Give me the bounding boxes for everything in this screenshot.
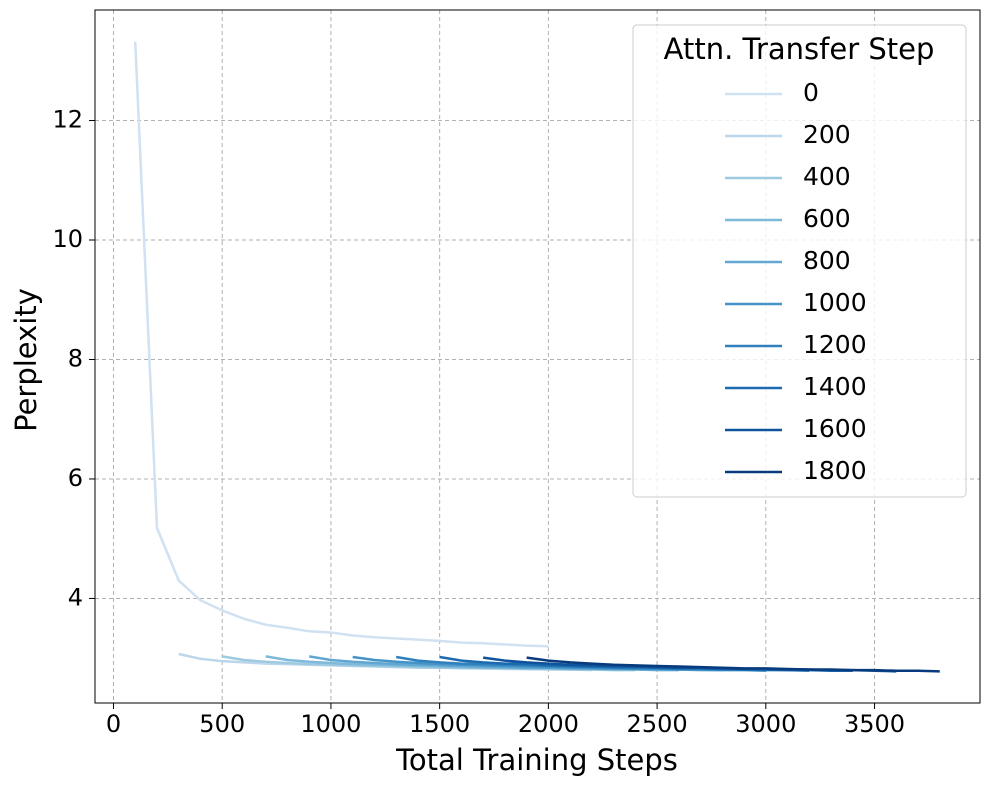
x-tick-label: 1000 (300, 710, 361, 738)
ticks: 0 500 1000 1500 2000 2500 3000 3500 4 6 8 10 12 (52, 106, 905, 738)
x-axis-label: Total Training Steps (395, 743, 678, 777)
legend-label: 1800 (803, 456, 867, 485)
x-tick-label: 500 (199, 710, 245, 738)
y-axis-label: Perplexity (9, 288, 43, 432)
x-tick-label: 0 (106, 710, 121, 738)
x-tick-label: 1500 (409, 710, 470, 738)
lines (133, 41, 940, 673)
legend-label: 600 (803, 204, 851, 233)
legend-label: 1000 (803, 288, 867, 317)
y-tick-label: 12 (52, 106, 83, 134)
legend-label: 400 (803, 162, 851, 191)
y-tick-label: 4 (68, 583, 83, 611)
legend-label: 1400 (803, 372, 867, 401)
legend-label: 1600 (803, 414, 867, 443)
x-tick-label: 2000 (518, 710, 579, 738)
x-tick-label: 2500 (627, 710, 688, 738)
x-tick-label: 3000 (735, 710, 796, 738)
series-line (526, 656, 940, 673)
legend-label: 1200 (803, 330, 867, 359)
series-line (133, 41, 549, 648)
legend-label: 800 (803, 246, 851, 275)
x-tick-label: 3500 (844, 710, 905, 738)
legend-label: 0 (803, 78, 819, 107)
legend-box (632, 24, 967, 498)
legend: Attn. Transfer Step 0 200 400 600 800 1000 120… (632, 24, 967, 498)
y-tick-label: 10 (52, 225, 83, 253)
legend-label: 200 (803, 120, 851, 149)
y-tick-label: 6 (68, 464, 83, 492)
y-tick-label: 8 (68, 344, 83, 372)
legend-title: Attn. Transfer Step (664, 32, 935, 66)
plot-frame (94, 9, 981, 704)
